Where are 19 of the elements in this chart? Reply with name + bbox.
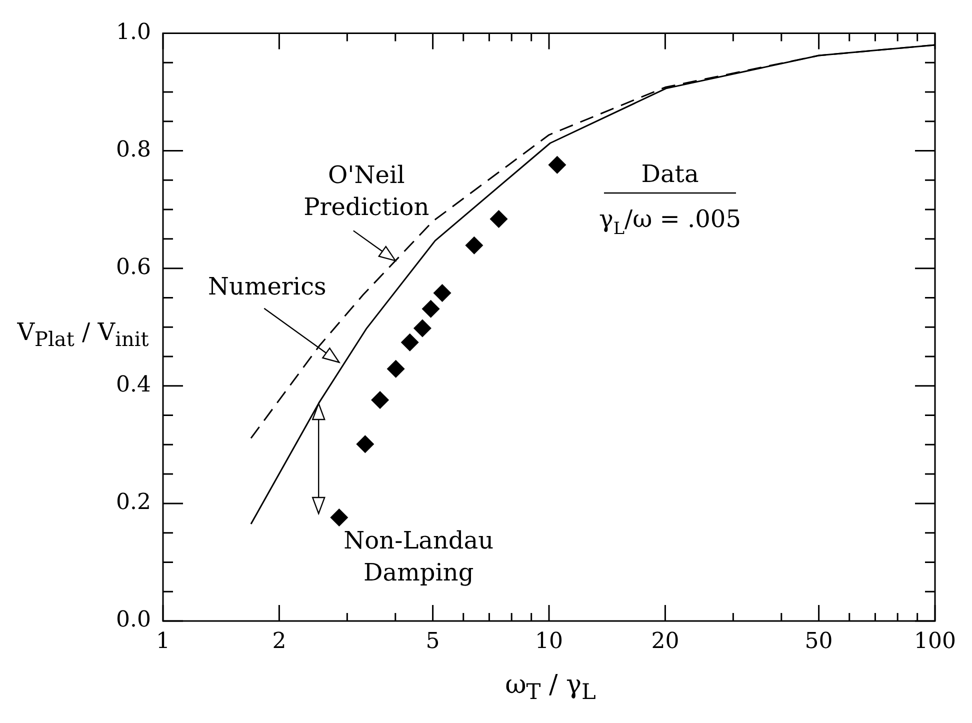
y-tick-label: 0.0 (116, 608, 151, 633)
y-tick-label: 0.8 (116, 137, 151, 162)
y-tick-label: 0.6 (116, 255, 151, 280)
y-tick-label: 0.2 (116, 490, 151, 516)
annotation: Numerics (208, 272, 326, 301)
x-tick-label: 1 (156, 628, 170, 654)
x-tick-label: 10 (535, 628, 563, 654)
x-tick-label: 5 (426, 628, 440, 654)
x-axis-title: ω$_{T}$ / γ$_{L}$ (504, 670, 597, 706)
y-tick-label: 0.4 (116, 372, 151, 398)
x-tick-label: 2 (272, 628, 286, 654)
y-axis-title: V$_{Plat}$ / V$_{init}$ (16, 318, 150, 351)
annotation: O'Neil Prediction (304, 160, 430, 221)
y-tick-label: 1.0 (116, 20, 151, 45)
x-tick-label: 50 (804, 628, 833, 654)
x-tick-label: 20 (651, 628, 680, 654)
x-tick-label: 100 (914, 628, 956, 654)
annotation: Data (641, 160, 699, 188)
annotation: Non-Landau Damping (344, 526, 494, 587)
